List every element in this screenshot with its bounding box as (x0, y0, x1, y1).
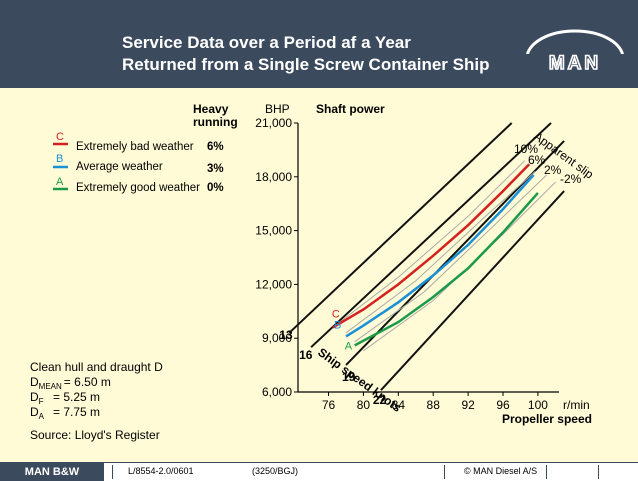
slip-label: 2% (544, 163, 562, 177)
slip-line-2pct (354, 174, 547, 343)
footer-separator (598, 465, 599, 479)
y-axis-label: BHP (265, 102, 290, 116)
chart-labels: 13 16 19 22 10%6%2%-2% CBA (279, 142, 581, 407)
footer-brand: MAN B&W (0, 463, 104, 481)
series-B-line (345, 174, 535, 338)
ship-speed-lines (288, 122, 565, 391)
footer-bar: MAN B&W L/8554-2.0/0601 (3250/BGJ) © MAN… (0, 462, 638, 481)
series-B-label: B (334, 319, 341, 331)
x-tick-label: 76 (322, 398, 336, 412)
speed-label-16: 16 (299, 348, 313, 362)
chart-title: Shaft power (316, 102, 385, 116)
footer-separator (112, 465, 113, 479)
slip-line-10pct (332, 160, 526, 328)
speed-label-13: 13 (279, 328, 293, 342)
legend-b-letter: B (56, 153, 63, 165)
series-A-line (354, 192, 539, 347)
x-tick-label: 92 (461, 398, 475, 412)
x-tick-label: 100 (528, 398, 548, 412)
legend-a-letter: A (56, 176, 64, 188)
y-tick-label: 18,000 (255, 170, 292, 184)
man-logo: MAN (521, 29, 629, 75)
heavy-running-label-1: Heavy (193, 102, 229, 116)
note-d-mean: DMEAN = 6.50 m (30, 375, 111, 391)
y-tick-label: 6,000 (262, 385, 292, 399)
y-tick-label: 9,000 (262, 331, 292, 345)
slip-label: 10% (514, 142, 538, 156)
speed-line-16-knots (310, 122, 552, 348)
slip-label: -2% (560, 172, 582, 186)
shaft-power-chart: Heavy running C Extremely bad weather 6%… (30, 102, 596, 442)
title-line-1: Service Data over a Period af a Year (122, 33, 411, 52)
x-tick-label: 88 (427, 398, 441, 412)
legend-c-value: 6% (207, 141, 224, 153)
legend-c-label: Extremely bad weather (76, 141, 194, 153)
x-axis-label: Propeller speed (502, 412, 592, 426)
legend-b-value: 3% (207, 163, 224, 175)
note-d-a: DA = 7.75 m (30, 405, 100, 421)
legend-c-letter: C (56, 131, 64, 143)
content-area: Heavy running C Extremely bad weather 6%… (0, 88, 638, 462)
slip-line-6pct (345, 171, 536, 334)
speed-label-19: 19 (342, 370, 356, 384)
legend-a-value: 0% (207, 182, 224, 194)
footer-copyright: © MAN Diesel A/S (464, 466, 538, 476)
legend-b-label: Average weather (76, 161, 163, 173)
series-A-label: A (345, 340, 353, 352)
speed-line-22-knots (380, 190, 565, 391)
series-C-line (332, 163, 531, 329)
footer-separator (546, 465, 547, 479)
weather-series (332, 163, 539, 347)
axes-layer: 6,000 9,000 12,000 15,000 18,000 21,000 76 80 84… (255, 116, 559, 412)
header-bar: Service Data over a Period af a Year Ret… (0, 0, 638, 88)
title-line-2: Returned from a Single Screw Container S… (122, 55, 490, 74)
x-tick-label: 96 (496, 398, 510, 412)
speed-line-13-knots (288, 122, 513, 334)
footer-doc-id: L/8554-2.0/0601 (128, 466, 194, 476)
legend-a-label: Extremely good weather (76, 182, 200, 194)
y-tick-label: 12,000 (255, 277, 292, 291)
y-tick-label: 15,000 (255, 224, 292, 238)
y-tick-label: 21,000 (255, 116, 292, 130)
footer-ref: (3250/BGJ) (252, 466, 299, 476)
series-C-label: C (332, 308, 340, 320)
x-tick-label: 80 (357, 398, 371, 412)
footer-separator (444, 465, 445, 479)
x-tick-label: 84 (392, 398, 406, 412)
x-axis-unit: r/min (563, 398, 590, 412)
note-d-f: DF = 5.25 m (30, 390, 100, 406)
logo-text: MAN (549, 53, 601, 74)
heavy-running-label-2: running (193, 115, 238, 129)
slip-label: 6% (528, 153, 546, 167)
note-clean-hull: Clean hull and draught D (30, 360, 163, 374)
speed-label-22: 22 (373, 393, 387, 407)
note-source: Source: Lloyd's Register (30, 428, 160, 442)
